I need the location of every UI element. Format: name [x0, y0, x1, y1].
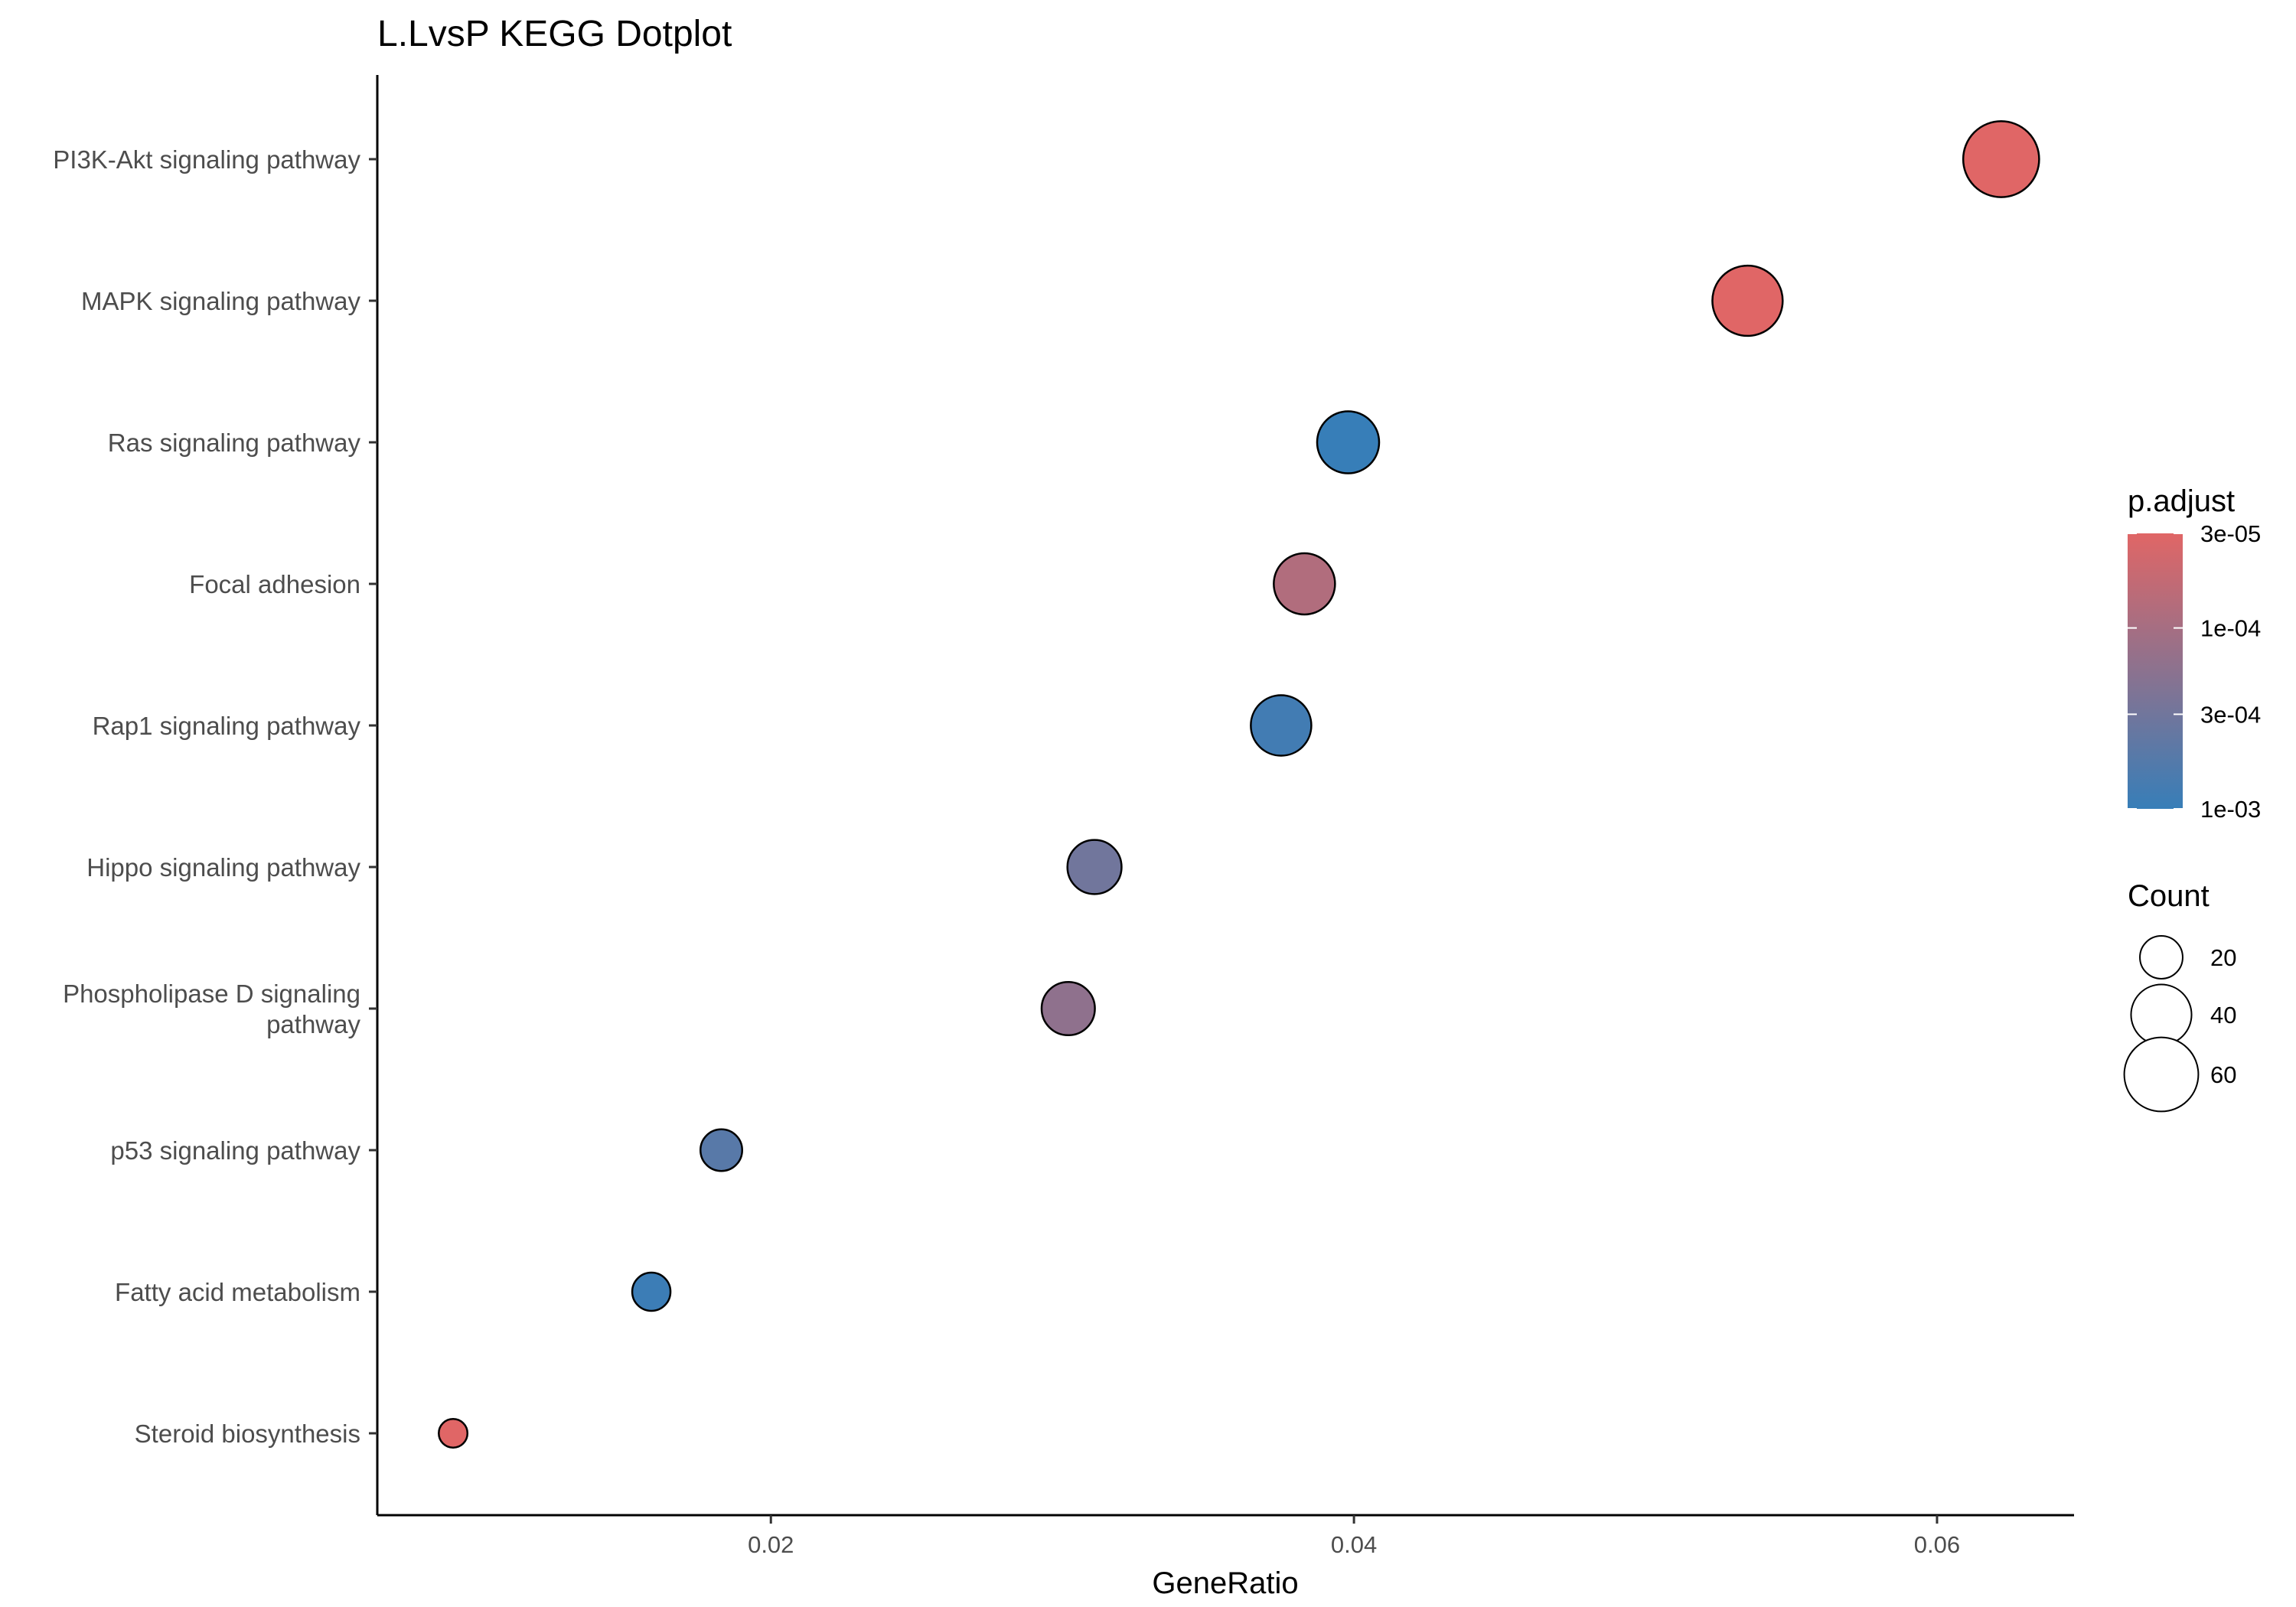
- data-point: [700, 1128, 743, 1172]
- data-points: [438, 120, 2040, 1449]
- data-point: [1250, 694, 1313, 757]
- size-legend-label: 20: [2210, 944, 2236, 971]
- category-label: Phospholipase D signaling: [63, 980, 360, 1008]
- color-legend-title: p.adjust: [2128, 484, 2235, 518]
- category-label: Steroid biosynthesis: [135, 1420, 360, 1448]
- category-label: Focal adhesion: [189, 570, 360, 598]
- data-point: [438, 1418, 469, 1449]
- category-label: Ras signaling pathway: [108, 429, 361, 457]
- size-legend: Count 20 40 60: [2123, 879, 2236, 1113]
- data-point: [1066, 839, 1123, 895]
- data-point: [1711, 264, 1784, 337]
- color-legend-label: 1e-04: [2200, 615, 2261, 642]
- size-legend-circle: [2139, 935, 2183, 980]
- x-tick-label: 0.06: [1914, 1531, 1960, 1558]
- x-axis-title: GeneRatio: [1152, 1566, 1298, 1600]
- color-legend-label: 3e-05: [2200, 520, 2261, 547]
- size-legend-label: 40: [2210, 1002, 2236, 1028]
- category-label: pathway: [266, 1010, 360, 1038]
- x-ticks: 0.02 0.04 0.06: [748, 1515, 1960, 1558]
- data-point: [1962, 120, 2040, 198]
- data-point: [1316, 410, 1381, 474]
- data-point: [631, 1271, 672, 1312]
- color-legend-label: 3e-04: [2200, 701, 2261, 728]
- category-label: Fatty acid metabolism: [115, 1278, 360, 1306]
- data-point: [1040, 980, 1096, 1037]
- category-label: p53 signaling pathway: [110, 1136, 360, 1165]
- x-tick-label: 0.02: [748, 1531, 794, 1558]
- size-legend-title: Count: [2128, 879, 2210, 913]
- size-legend-circle: [2123, 1036, 2200, 1113]
- category-label: PI3K-Akt signaling pathway: [53, 145, 360, 174]
- x-tick-label: 0.04: [1331, 1531, 1377, 1558]
- category-labels: PI3K-Akt signaling pathway MAPK signaling…: [53, 145, 377, 1448]
- size-legend-circle: [2130, 983, 2193, 1046]
- category-label: Rap1 signaling pathway: [93, 712, 361, 740]
- color-legend: p.adjust 3e-05 1e-04 3e-04 1e-03: [2128, 484, 2261, 823]
- data-point: [1273, 552, 1336, 616]
- category-label: Hippo signaling pathway: [86, 853, 360, 882]
- color-legend-label: 1e-03: [2200, 796, 2261, 823]
- size-legend-label: 60: [2210, 1061, 2236, 1088]
- color-legend-bar: [2128, 533, 2183, 809]
- chart-title: L.LvsP KEGG Dotplot: [377, 14, 732, 54]
- category-label: MAPK signaling pathway: [81, 287, 361, 315]
